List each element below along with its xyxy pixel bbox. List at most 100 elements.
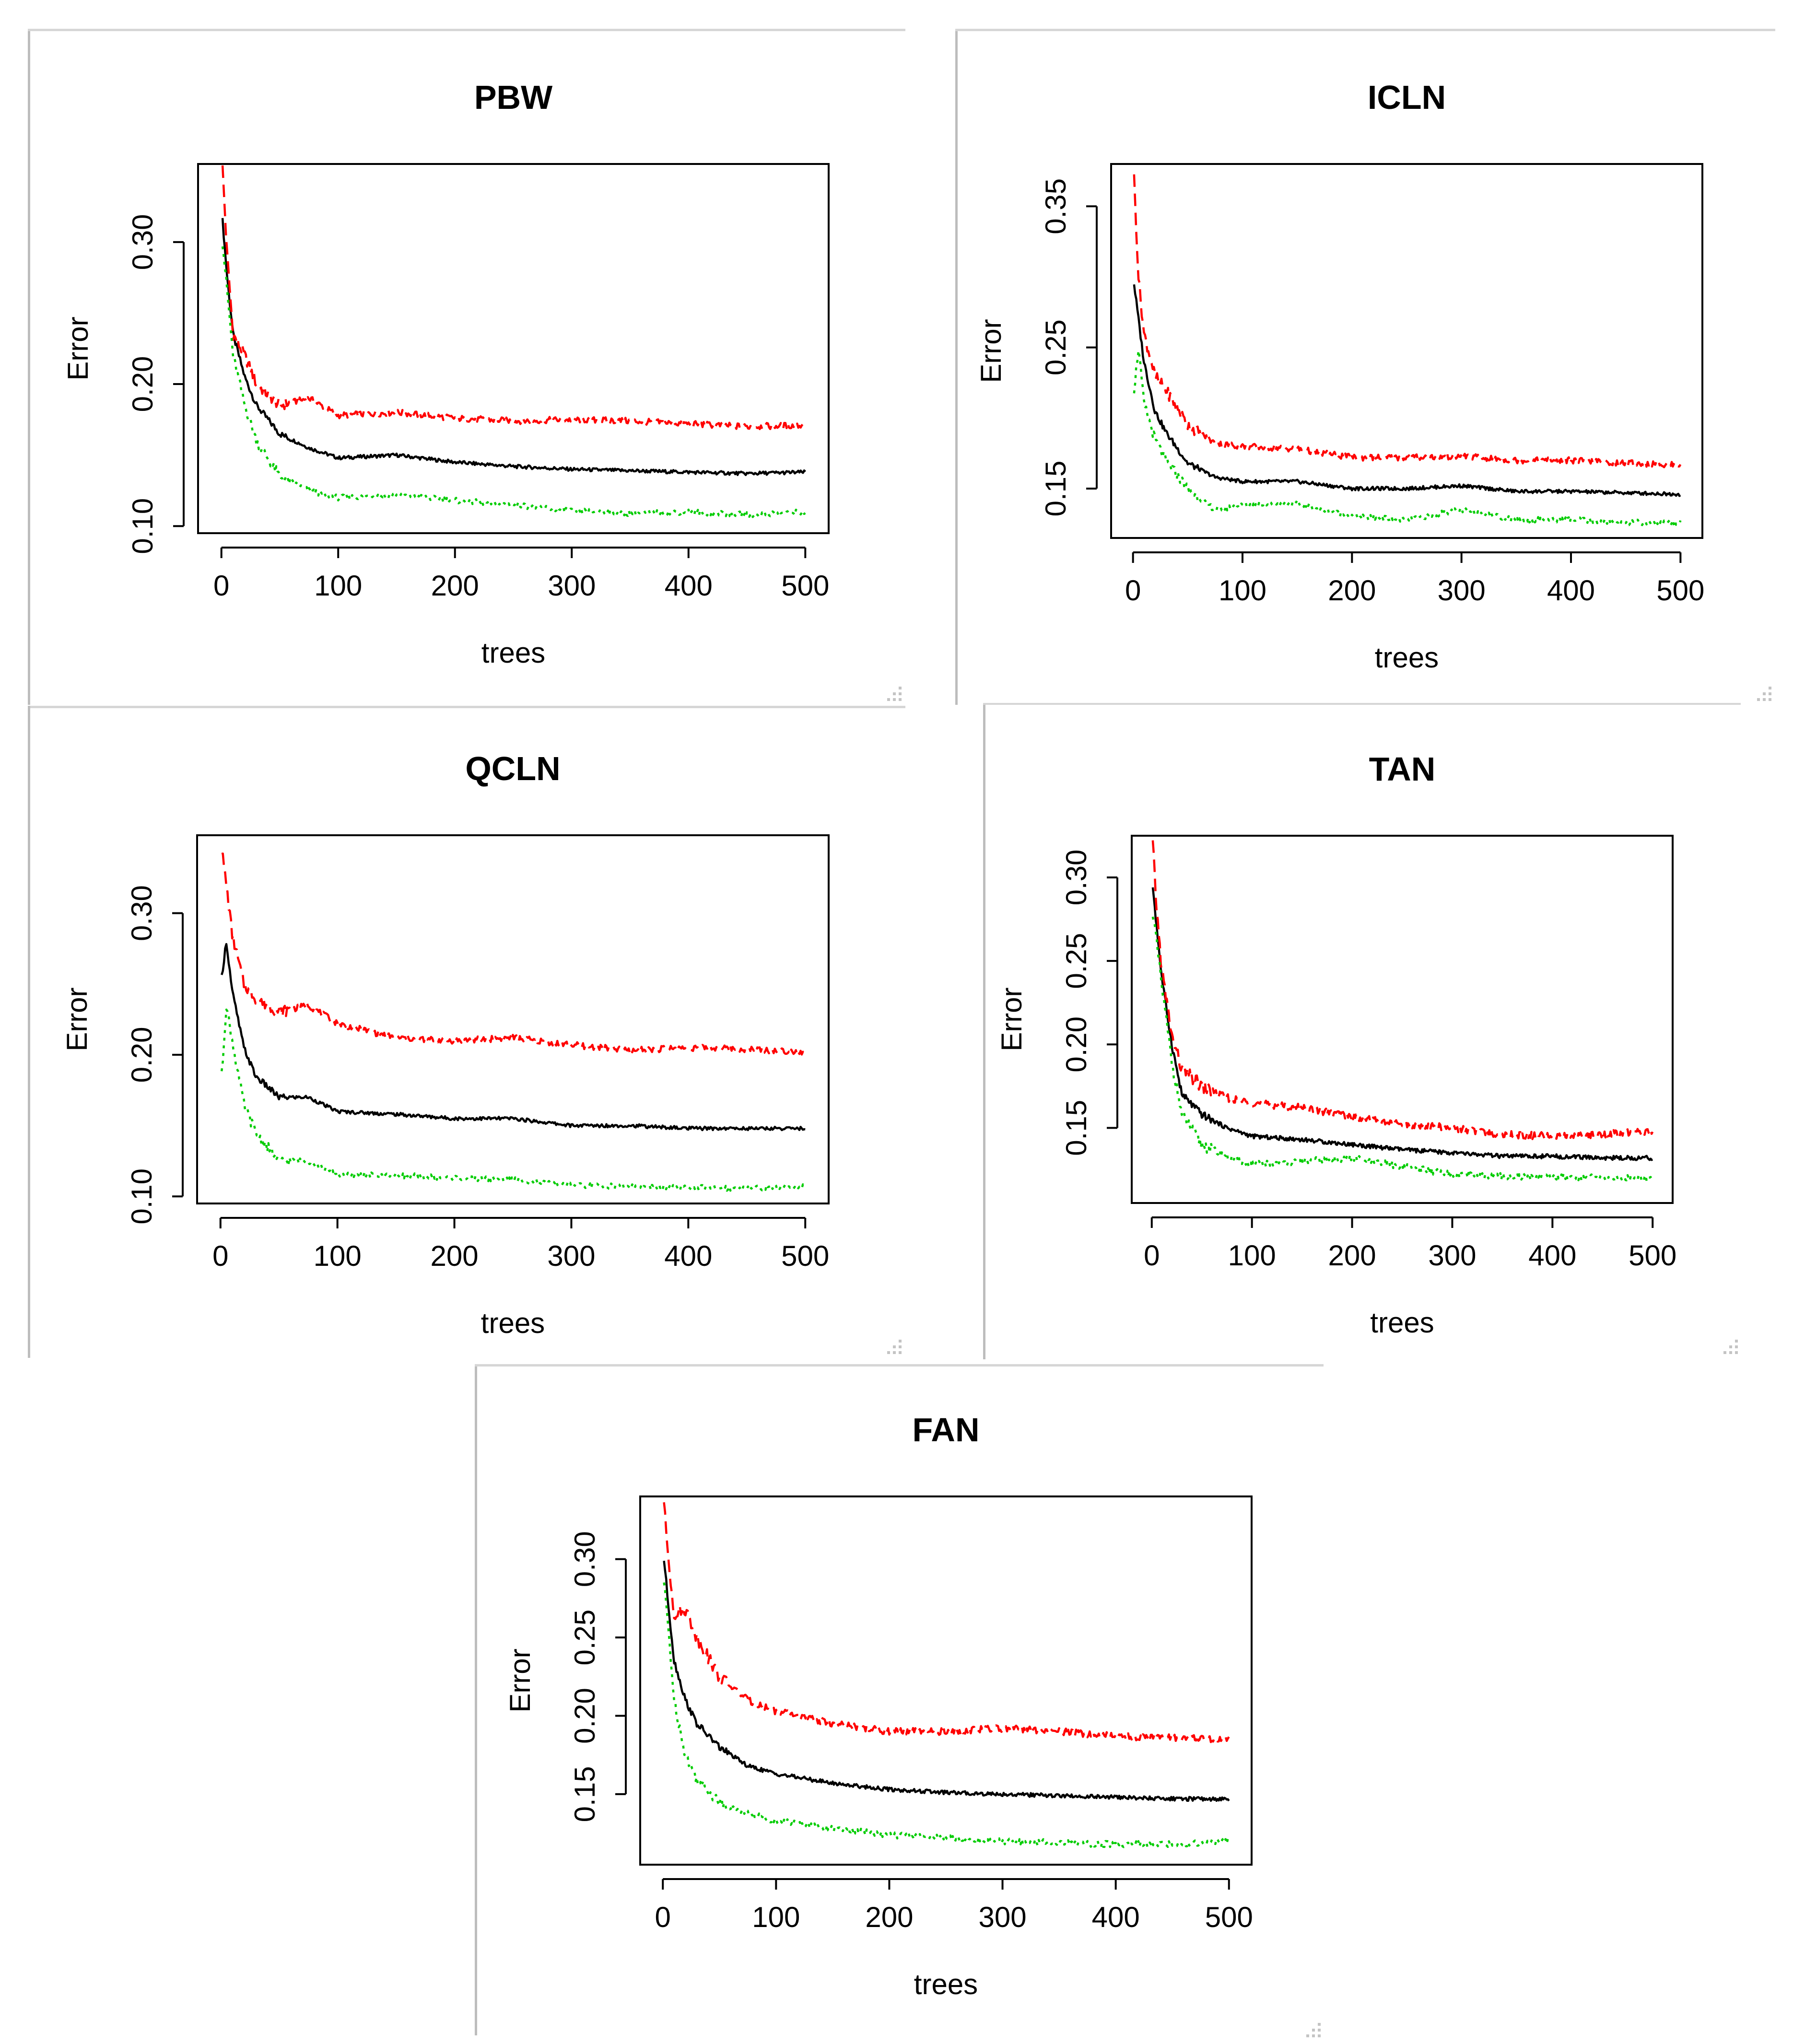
- resize-grip-icon[interactable]: [1722, 1338, 1741, 1357]
- y-axis-label: Error: [61, 987, 93, 1051]
- x-tick-label: 200: [1328, 1239, 1376, 1272]
- x-tick-label: 100: [1228, 1239, 1276, 1272]
- chart-panel-icln: ICLN 0 100 200 300 400 500 trees 0.15 0.25 0.35 Err…: [958, 32, 1773, 703]
- x-axis-label: trees: [481, 637, 545, 669]
- panel-divider: [28, 29, 905, 31]
- y-tick-label: 0.20: [1060, 1016, 1092, 1073]
- x-tick-label: 100: [314, 570, 362, 602]
- series-line-oob: [1133, 284, 1681, 497]
- series-line-class-1: [1151, 840, 1654, 1140]
- y-tick-label: 0.15: [1060, 1100, 1092, 1156]
- chart-panel-pbw: PBW 0 100 200 300 400 500 trees 0.10 0.20 0.30 Erro…: [31, 32, 903, 703]
- chart-icln: ICLN 0 100 200 300 400 500 trees 0.15 0.25 0.35 Err…: [975, 79, 1704, 674]
- y-tick-label: 0.15: [1040, 461, 1072, 517]
- x-tick-label: 300: [1428, 1239, 1476, 1272]
- x-tick-label: 100: [314, 1240, 362, 1272]
- chart-panel-fan: FAN 0 100 200 300 400 500 trees 0.15 0.20 0.25 0.30…: [478, 1367, 1322, 2033]
- y-tick-label: 0.35: [1040, 178, 1072, 234]
- x-axis-label: trees: [1370, 1307, 1434, 1339]
- y-tick-label: 0.20: [127, 356, 159, 412]
- plot-box: [196, 834, 830, 1204]
- x-tick-label: 400: [1528, 1239, 1576, 1272]
- x-tick-label: 300: [548, 570, 596, 602]
- plot-box: [639, 1495, 1253, 1866]
- y-axis-label: Error: [504, 1648, 536, 1712]
- chart-panel-tan: TAN 0 100 200 300 400 500 trees 0.15 0.20 0.25 0.30…: [986, 705, 1744, 1357]
- panel-divider: [983, 702, 1741, 705]
- x-tick-label: 300: [1438, 574, 1486, 607]
- y-tick-label: 0.20: [569, 1688, 601, 1744]
- x-tick-label: 0: [212, 1240, 228, 1272]
- x-tick-label: 0: [213, 570, 229, 602]
- panel-divider: [28, 29, 30, 705]
- x-tick-label: 200: [1328, 574, 1376, 607]
- resize-grip-icon[interactable]: [1755, 685, 1774, 704]
- series-line-class-1: [663, 1502, 1230, 1743]
- chart-title: PBW: [474, 79, 552, 116]
- panel-divider: [955, 29, 958, 705]
- x-tick-label: 400: [1092, 1901, 1140, 1933]
- chart-qcln: QCLN 0 100 200 300 400 500 trees 0.10 0.20 0.30 Err…: [61, 750, 830, 1339]
- series-line-class-1: [1133, 174, 1682, 468]
- x-tick-label: 200: [865, 1901, 913, 1933]
- y-tick-label: 0.30: [126, 885, 158, 941]
- x-tick-label: 100: [752, 1901, 800, 1933]
- chart-panel-qcln: QCLN 0 100 200 300 400 500 trees 0.10 0.20 0.30 Err…: [31, 709, 903, 1356]
- series-line-oob: [663, 1561, 1230, 1802]
- chart-title: ICLN: [1368, 79, 1446, 116]
- y-tick-label: 0.10: [127, 498, 159, 554]
- panel-divider: [28, 706, 30, 1358]
- chart-tan: TAN 0 100 200 300 400 500 trees 0.15 0.20 0.25 0.30…: [996, 750, 1676, 1339]
- x-tick-label: 300: [979, 1901, 1027, 1933]
- y-axis-label: Error: [975, 319, 1007, 383]
- x-axis-label: trees: [914, 1968, 978, 2000]
- x-tick-label: 400: [1547, 574, 1595, 607]
- y-tick-label: 0.20: [126, 1027, 158, 1083]
- plot-box: [1110, 163, 1703, 539]
- series-line-class-2: [1133, 350, 1682, 526]
- panel-divider: [28, 706, 905, 708]
- y-tick-label: 0.30: [127, 214, 159, 270]
- series-line-class-1: [221, 853, 807, 1056]
- chart-title: FAN: [913, 1411, 980, 1448]
- x-tick-label: 0: [1144, 1239, 1160, 1272]
- resize-grip-icon[interactable]: [1304, 2021, 1324, 2040]
- x-tick-label: 500: [781, 1240, 829, 1272]
- x-tick-label: 500: [781, 570, 829, 602]
- y-tick-label: 0.30: [569, 1531, 601, 1587]
- series-line-class-2: [663, 1582, 1230, 1848]
- x-tick-label: 0: [1125, 574, 1141, 607]
- x-tick-label: 300: [547, 1240, 595, 1272]
- y-axis-label: Error: [996, 987, 1028, 1051]
- y-tick-label: 0.30: [1060, 850, 1092, 906]
- chart-title: TAN: [1369, 750, 1436, 788]
- chart-title: QCLN: [465, 750, 560, 787]
- resize-grip-icon[interactable]: [885, 685, 904, 704]
- panel-divider: [955, 29, 1775, 31]
- x-tick-label: 400: [665, 570, 713, 602]
- x-axis-label: trees: [1375, 642, 1439, 674]
- series-line-class-2: [1151, 916, 1654, 1182]
- plot-box: [1131, 835, 1674, 1204]
- y-tick-label: 0.15: [569, 1766, 601, 1822]
- chart-fan: FAN 0 100 200 300 400 500 trees 0.15 0.20 0.25 0.30…: [504, 1411, 1253, 2000]
- x-tick-label: 500: [1629, 1239, 1676, 1272]
- series-line-class-2: [221, 246, 806, 518]
- x-tick-label: 100: [1219, 574, 1266, 607]
- x-tick-label: 0: [655, 1901, 671, 1933]
- y-tick-label: 0.25: [569, 1610, 601, 1666]
- y-tick-label: 0.25: [1040, 319, 1072, 375]
- y-tick-label: 0.10: [126, 1168, 158, 1225]
- series-line-class-1: [221, 165, 807, 431]
- x-tick-label: 500: [1205, 1901, 1253, 1933]
- panel-divider: [475, 1364, 477, 2035]
- resize-grip-icon[interactable]: [885, 1338, 904, 1357]
- series-line-oob: [221, 943, 806, 1132]
- x-tick-label: 400: [664, 1240, 712, 1272]
- chart-pbw: PBW 0 100 200 300 400 500 trees 0.10 0.20 0.30 Erro…: [62, 79, 830, 669]
- x-axis-label: trees: [481, 1307, 545, 1339]
- panel-divider: [983, 702, 985, 1359]
- x-tick-label: 200: [431, 570, 479, 602]
- x-tick-label: 200: [431, 1240, 479, 1272]
- y-axis-label: Error: [62, 316, 94, 380]
